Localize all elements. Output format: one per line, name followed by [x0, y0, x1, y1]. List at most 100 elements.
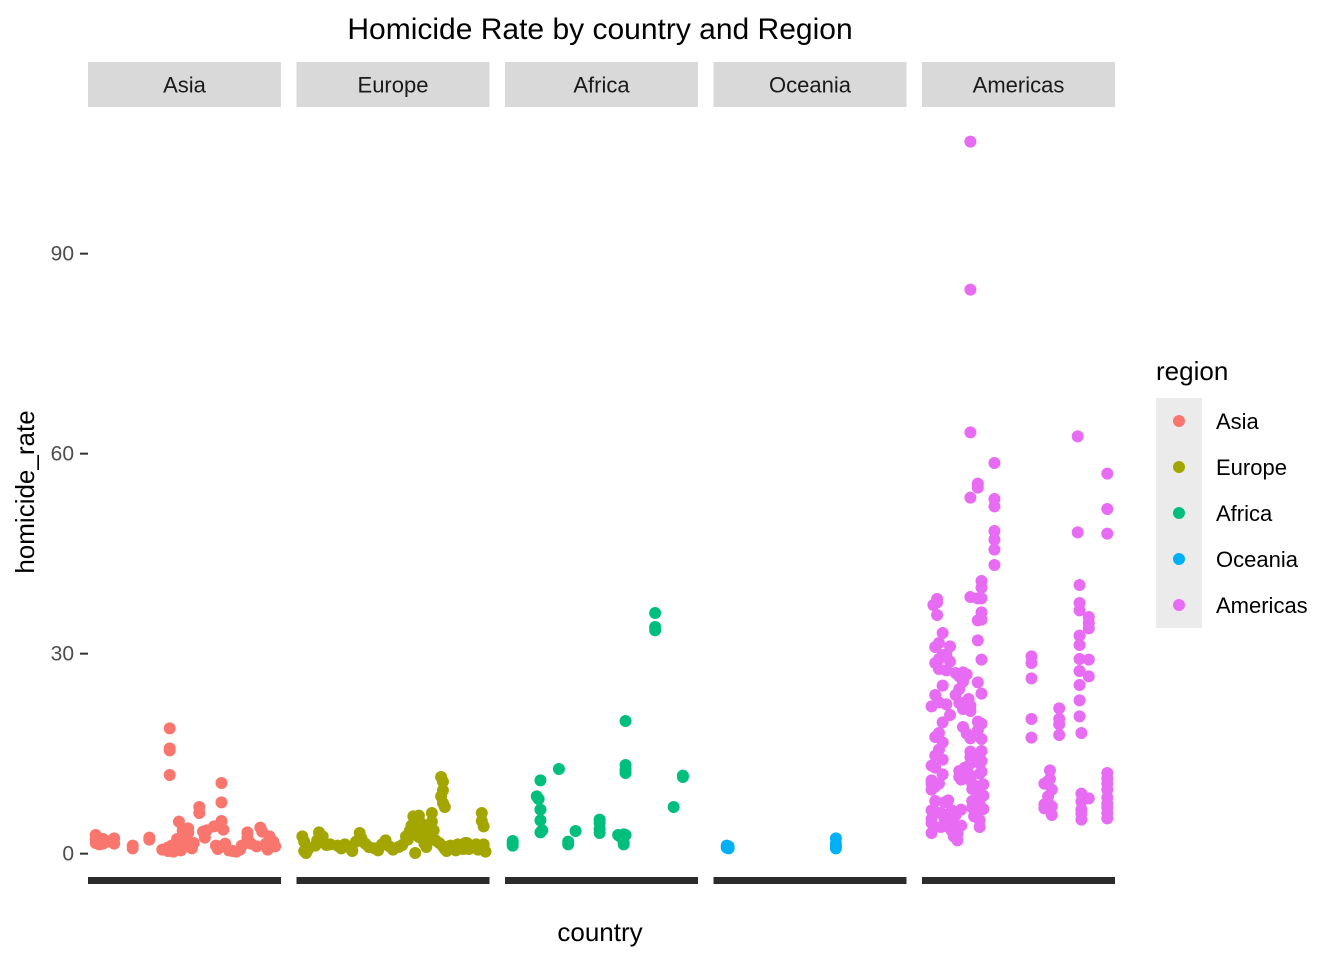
data-point-americas: [1053, 718, 1066, 731]
facet-strip: [713, 62, 907, 107]
data-point-africa: [676, 771, 689, 783]
data-point-africa: [532, 793, 545, 805]
data-point-europe: [425, 807, 438, 819]
y-tick-label: 60: [51, 443, 74, 466]
facet-panel-oceania: Oceania: [713, 62, 907, 884]
data-point-americas: [964, 732, 977, 745]
data-point-asia: [187, 837, 200, 849]
data-point-americas: [1025, 657, 1038, 669]
data-point-europe: [477, 820, 490, 833]
data-point-americas: [1043, 764, 1056, 777]
data-point-americas: [975, 613, 988, 626]
y-tick-label: 0: [62, 843, 74, 866]
legend-key-oceania: [1173, 553, 1185, 565]
data-point-americas: [932, 777, 945, 790]
data-point-americas: [936, 736, 949, 749]
data-point-americas: [936, 679, 949, 692]
data-point-americas: [1073, 665, 1086, 677]
data-point-africa: [649, 624, 662, 637]
data-point-americas: [931, 596, 944, 609]
legend-title: region: [1156, 356, 1228, 386]
facet-strip-label: Oceania: [769, 73, 852, 98]
data-point-asia: [163, 722, 176, 735]
data-point-americas: [964, 757, 977, 770]
legend-key-americas: [1173, 599, 1185, 611]
data-point-asia: [193, 807, 206, 819]
data-point-americas: [988, 500, 1001, 513]
data-point-americas: [975, 581, 988, 594]
data-point-americas: [975, 745, 988, 757]
facet-panel-asia: Asia: [88, 62, 282, 884]
data-point-americas: [955, 819, 968, 832]
x-tick-band: [296, 877, 490, 884]
facet-strip: [88, 62, 281, 107]
data-point-europe: [438, 801, 451, 813]
data-point-asia: [250, 840, 263, 853]
x-tick-band: [88, 877, 281, 884]
data-point-americas: [977, 778, 990, 791]
data-point-americas: [944, 655, 957, 668]
data-point-americas: [964, 283, 977, 296]
data-point-americas: [1045, 783, 1058, 796]
facet-panel-europe: Europe: [296, 62, 492, 884]
data-point-americas: [975, 687, 988, 700]
chart-title: Homicide Rate by country and Region: [347, 13, 852, 46]
data-point-americas: [964, 491, 977, 504]
data-point-americas: [936, 716, 949, 729]
facet-panel-africa: Africa: [505, 62, 698, 884]
facet-strip-label: Europe: [358, 73, 429, 98]
data-point-americas: [964, 426, 977, 439]
data-point-americas: [1082, 670, 1095, 683]
data-point-americas: [932, 727, 945, 739]
data-point-europe: [427, 824, 440, 837]
data-point-americas: [964, 135, 977, 148]
y-axis: 0 30 60 90: [51, 243, 88, 866]
data-point-americas: [936, 753, 949, 766]
data-point-europe: [479, 845, 492, 858]
legend-label: Americas: [1216, 593, 1308, 618]
data-point-americas: [964, 705, 977, 717]
data-point-asia: [126, 842, 139, 855]
y-tick-label: 90: [51, 243, 74, 266]
data-point-americas: [936, 627, 949, 639]
data-point-americas: [1073, 639, 1086, 651]
data-point-americas: [971, 481, 984, 494]
facet-strip: [296, 62, 490, 107]
facet-strip-label: Asia: [163, 73, 207, 98]
data-point-americas: [1045, 800, 1058, 813]
data-point-asia: [163, 744, 176, 757]
data-point-americas: [975, 733, 988, 745]
data-point-asia: [182, 827, 195, 839]
data-point-americas: [975, 717, 988, 730]
data-point-americas: [1082, 653, 1095, 666]
data-point-americas: [1073, 579, 1086, 591]
data-point-americas: [988, 533, 1001, 546]
data-point-americas: [1053, 702, 1066, 715]
data-point-africa: [534, 826, 547, 839]
data-point-africa: [619, 715, 632, 727]
data-point-americas: [1082, 622, 1095, 635]
data-point-americas: [973, 821, 986, 833]
facet-panel-americas: Americas: [922, 62, 1115, 884]
data-point-americas: [925, 827, 938, 839]
data-point-americas: [1075, 813, 1088, 826]
data-point-americas: [1071, 430, 1084, 443]
data-point-americas: [1071, 526, 1084, 539]
data-point-americas: [940, 698, 953, 711]
legend-label: Africa: [1216, 501, 1273, 526]
data-point-americas: [944, 709, 957, 721]
data-point-oceania: [722, 840, 735, 853]
data-point-americas: [1025, 731, 1038, 744]
data-point-europe: [346, 845, 359, 857]
data-point-americas: [988, 457, 1001, 469]
data-point-asia: [217, 823, 230, 836]
data-point-americas: [977, 789, 990, 802]
data-point-africa: [552, 763, 565, 775]
data-point-asia: [163, 769, 176, 781]
data-point-asia: [143, 831, 156, 844]
data-point-americas: [988, 543, 1001, 556]
data-point-americas: [1043, 773, 1056, 785]
data-point-americas: [1073, 694, 1086, 707]
data-point-asia: [215, 796, 228, 809]
